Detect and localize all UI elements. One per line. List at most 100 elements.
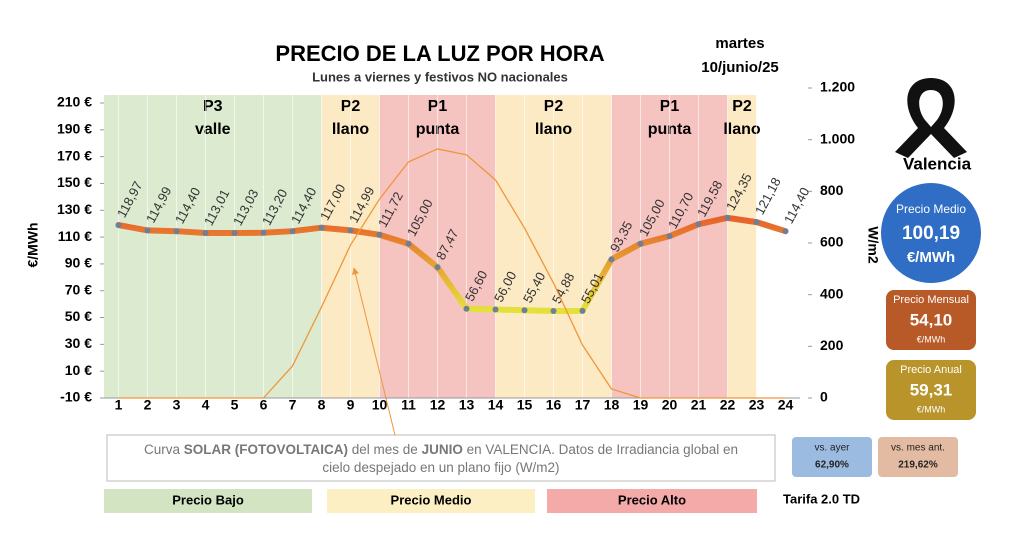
date: 10/junio/25: [701, 59, 779, 76]
price-point: [492, 306, 499, 313]
yearly-label: Precio Anual: [900, 364, 962, 376]
x-tick-label: 21: [691, 397, 707, 413]
x-tick-label: 3: [173, 397, 181, 413]
y2-tick-label: 0: [820, 389, 828, 405]
x-tick-label: 13: [459, 397, 475, 413]
yearly-value: 59,31: [910, 380, 953, 399]
price-point: [115, 222, 122, 229]
note-arrow: [352, 267, 396, 436]
x-tick-label: 7: [289, 397, 297, 413]
legend-swatch: [104, 489, 312, 513]
period-band: [727, 95, 757, 398]
x-tick-label: 16: [546, 397, 562, 413]
yearly-card: [886, 360, 976, 420]
price-point: [666, 233, 673, 240]
x-tick-label: 4: [202, 397, 210, 413]
y-tick-label: 190 €: [57, 121, 92, 137]
vs-yesterday-value: 62,90%: [815, 460, 849, 471]
x-tick-label: 10: [372, 397, 388, 413]
chart-title: PRECIO DE LA LUZ POR HORA: [275, 41, 604, 66]
y-tick-label: 130 €: [57, 201, 92, 217]
y-tick-label: 70 €: [65, 281, 92, 297]
x-tick-label: 18: [604, 397, 620, 413]
price-point: [521, 307, 528, 314]
price-point: [376, 231, 383, 238]
price-point: [347, 227, 354, 234]
price-point: [695, 221, 702, 228]
mourning-ribbon: [895, 78, 967, 158]
price-point: [637, 240, 644, 247]
x-tick-label: 24: [778, 397, 794, 413]
vs-last-month-label: vs. mes ant.: [891, 443, 945, 454]
vs-last-month-card: [878, 437, 958, 477]
period-name: P3: [203, 98, 223, 115]
x-tick-label: 5: [231, 397, 239, 413]
price-point: [289, 228, 296, 235]
monthly-value: 54,10: [910, 310, 953, 329]
x-tick-label: 14: [488, 397, 504, 413]
vs-yesterday-card: [792, 437, 872, 477]
average-value: 100,19: [902, 223, 960, 244]
average-label: Precio Medio: [896, 202, 966, 216]
note-part: cielo despejado en un plano fijo (W/m2): [322, 460, 559, 475]
tariff: Tarifa 2.0 TD: [783, 491, 860, 506]
price-point: [434, 264, 441, 271]
day: martes: [715, 35, 764, 52]
legend-swatch: [327, 489, 535, 513]
period-label: llano: [723, 121, 761, 138]
price-point: [782, 228, 789, 235]
y-tick-label: 210 €: [57, 94, 92, 110]
period-label: valle: [195, 121, 231, 138]
y-tick-label: 110 €: [58, 228, 92, 244]
y2-tick-label: 1.000: [820, 130, 855, 146]
legend-label: Precio Medio: [391, 492, 472, 507]
y-tick-label: 50 €: [65, 308, 92, 324]
period-band: [104, 95, 322, 398]
x-tick-label: 9: [347, 397, 355, 413]
note-box: [106, 434, 776, 482]
legend-swatch: [547, 489, 757, 513]
price-line: [115, 214, 789, 315]
monthly-unit: €/MWh: [917, 334, 946, 344]
note-part: Curva: [144, 442, 184, 457]
y-tick-label: 10 €: [65, 362, 92, 378]
note-part: en VALENCIA. Datos de Irradiancia global…: [463, 442, 738, 457]
vs-last-month-value: 219,62%: [898, 460, 938, 471]
price-point: [724, 214, 731, 221]
average-unit: €/MWh: [907, 249, 955, 266]
vs-yesterday-label: vs. ayer: [814, 443, 850, 454]
price-point: [318, 224, 325, 231]
x-tick-label: 1: [115, 397, 123, 413]
x-tick-label: 8: [318, 397, 326, 413]
price-point: [405, 240, 412, 247]
chart-subtitle: Lunes a viernes y festivos NO nacionales: [312, 69, 568, 84]
y2-tick-label: 800: [820, 182, 844, 198]
note-text: Curva SOLAR (FOTOVOLTAICA) del mes de JU…: [144, 442, 738, 457]
x-tick-label: 22: [720, 397, 736, 413]
price-point: [550, 308, 557, 315]
monthly-card: [886, 290, 976, 350]
y-tick-label: 150 €: [57, 174, 92, 190]
x-tick-label: 2: [144, 397, 152, 413]
y-tick-label: 90 €: [65, 255, 92, 271]
price-point: [608, 256, 615, 263]
x-tick-label: 15: [517, 397, 533, 413]
price-point: [753, 219, 760, 226]
note-part: SOLAR (FOTOVOLTAICA): [184, 442, 348, 457]
period-name: P2: [732, 98, 752, 115]
x-tick-label: 20: [662, 397, 678, 413]
y2-tick-label: 1.200: [820, 79, 855, 95]
average-card: [881, 183, 981, 283]
note-part: del mes de: [348, 442, 422, 457]
x-tick-label: 6: [260, 397, 268, 413]
y-tick-label: 170 €: [57, 147, 92, 163]
y2-tick-label: 200: [820, 337, 844, 353]
note-part: JUNIO: [422, 442, 463, 457]
x-tick-label: 19: [633, 397, 649, 413]
solar-line: [118, 148, 786, 399]
y-tick-label: 30 €: [65, 335, 92, 351]
price-point: [231, 230, 238, 237]
x-tick-label: 11: [401, 397, 416, 413]
yearly-unit: €/MWh: [917, 404, 946, 414]
